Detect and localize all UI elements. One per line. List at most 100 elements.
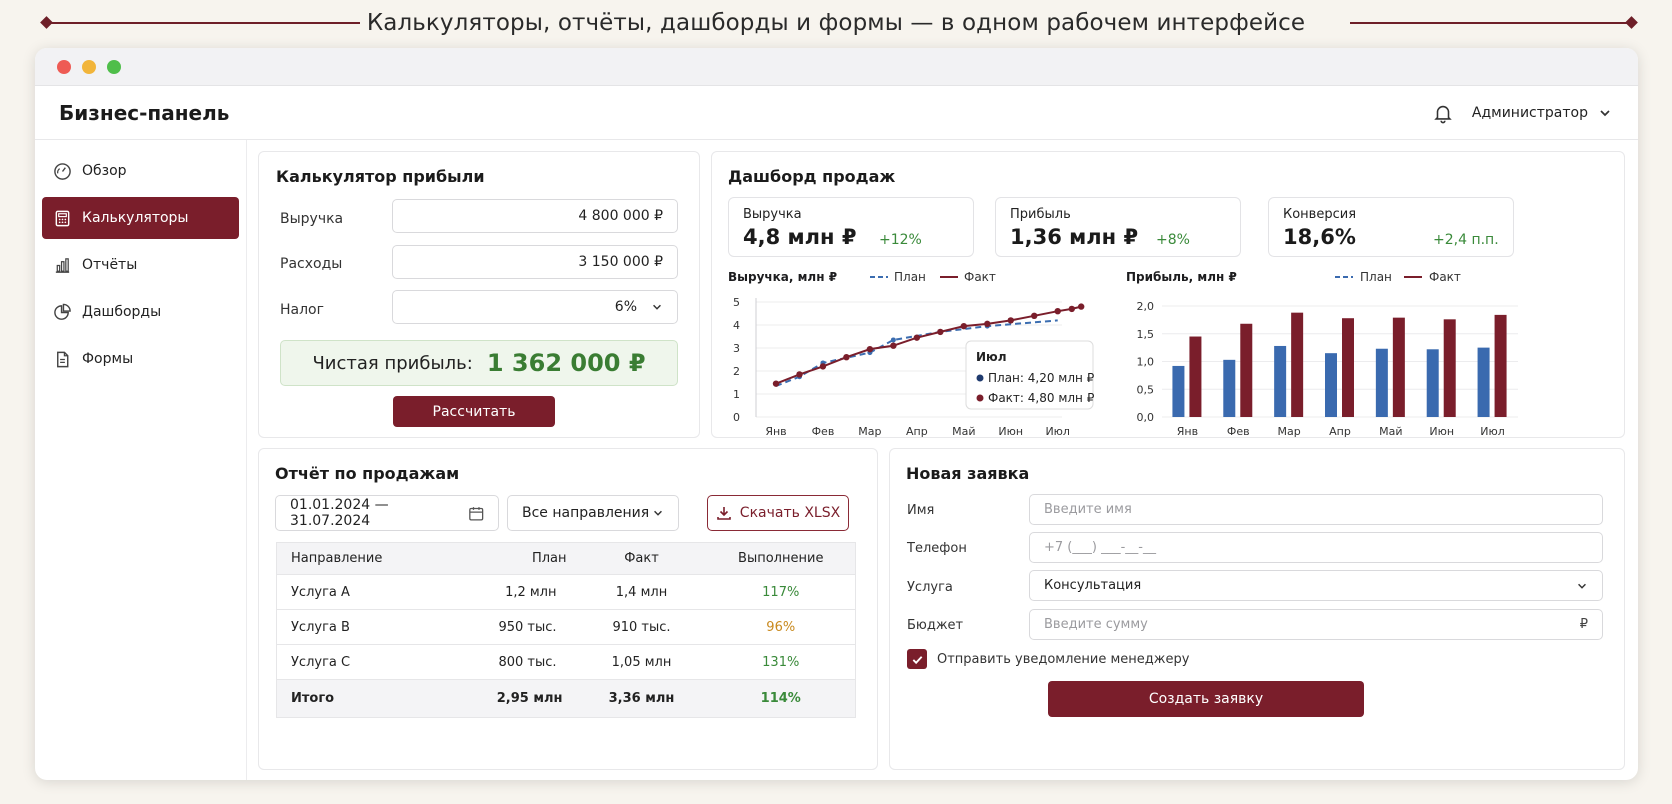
x-tick-label: Июн [998,425,1023,438]
plan-bar [1325,353,1337,417]
kpi-value: 18,6% [1283,225,1356,249]
y-tick-label: 5 [733,296,740,309]
cell-direction: Итого [276,679,447,718]
kpi-profit: Прибыль 1,36 млн ₽ +8% [995,197,1241,257]
sidebar: Обзор Калькуляторы Отчёты Дашборды Формы [35,140,247,780]
cell-completion: 96% [706,609,856,645]
headline-divider [1350,22,1630,24]
tooltip-title: Июл [976,350,1007,364]
notify-manager-checkbox[interactable] [907,649,927,669]
x-tick-label: Май [952,425,975,438]
name-label: Имя [907,503,935,518]
calculate-button[interactable]: Рассчитать [393,396,555,427]
column-header: Факт [576,542,707,575]
maximize-window-button[interactable] [107,59,121,74]
cell-completion: 117% [706,574,856,610]
budget-input[interactable]: Введите сумму ₽ [1029,609,1603,640]
create-request-button[interactable]: Создать заявку [1048,681,1364,717]
cell-plan: 1,2 млн [446,574,577,610]
fact-point [937,328,944,336]
fact-point [843,354,850,361]
app-title: Бизнес-панель [59,100,230,125]
x-tick-label: Фев [1227,425,1250,438]
checkmark-icon [912,655,922,664]
user-name[interactable]: Администратор [1471,104,1588,121]
fact-point [866,345,874,353]
sales-dashboard-card: Дашборд продаж Выручка 4,8 млн ₽ +12% Пр… [711,151,1625,438]
close-window-button[interactable] [57,59,71,74]
revenue-label: Выручка [280,211,344,227]
fact-point [913,334,921,341]
chevron-down-icon [1578,583,1586,589]
sales-report-table: Направление План Факт Выполнение Услуга … [276,542,856,718]
table-header-row: Направление План Факт Выполнение [276,542,856,575]
currency-sign: ₽ [1579,617,1588,632]
sidebar-item-forms[interactable]: Формы [42,338,239,380]
chart-title: Выручка, млн ₽ [728,270,837,284]
fact-point [819,363,827,370]
cell-direction: Услуга A [276,574,447,610]
cell-completion: 114% [706,679,856,718]
sales-report-card: Отчёт по продажам 01.01.2024 — 31.07.202… [258,448,878,770]
calendar-icon[interactable] [468,505,484,522]
cell-plan: 2,95 млн [446,679,577,718]
fact-point [772,380,780,387]
x-tick-label: Апр [1329,425,1351,438]
profit-bar-chart: Прибыль, млн ₽ План Факт 0,0 0,5 1,0 1,5 2,0… [1126,270,1518,438]
fact-bar [1494,314,1507,417]
cell-fact: 1,05 млн [576,644,707,680]
download-xlsx-button[interactable]: Скачать XLSX [707,495,849,531]
name-input[interactable]: Введите имя [1029,494,1603,525]
legend-label-fact: Факт [964,270,996,284]
date-range-picker[interactable]: 01.01.2024 — 31.07.2024 [275,495,499,531]
fact-bar [1443,319,1456,417]
download-icon [716,507,731,520]
bell-icon[interactable] [1432,102,1454,124]
sidebar-item-calculators[interactable]: Калькуляторы [42,197,239,239]
expenses-input[interactable]: 3 150 000 ₽ [392,245,678,279]
y-tick-label: 4 [733,319,740,332]
sidebar-item-overview[interactable]: Обзор [42,150,239,192]
y-tick-label: 1,5 [1137,328,1155,341]
sidebar-item-dashboards[interactable]: Дашборды [42,291,239,333]
service-select[interactable]: Консультация [1029,570,1603,601]
x-tick-label: Июл [1480,425,1505,438]
chevron-down-icon [654,510,662,516]
column-header: Выполнение [706,542,856,575]
direction-filter-select[interactable]: Все направления [507,495,679,531]
phone-label: Телефон [907,541,967,556]
chevron-down-icon[interactable] [1598,106,1612,120]
fact-point [960,322,968,330]
cell-completion: 131% [706,644,856,680]
service-label: Услуга [907,580,953,595]
pie-chart-icon [54,303,71,320]
sidebar-item-reports[interactable]: Отчёты [42,244,239,286]
column-header: План [446,542,577,575]
kpi-label: Выручка [743,207,802,222]
date-range-value: 01.01.2024 — 31.07.2024 [290,497,389,529]
x-tick-label: Янв [765,425,786,438]
y-tick-label: 2 [733,365,740,378]
phone-input[interactable]: +7 (___) ___-__-__ [1029,532,1603,563]
revenue-input[interactable]: 4 800 000 ₽ [392,199,678,233]
notify-manager-label[interactable]: Отправить уведомление менеджеру [937,652,1190,667]
bar-chart-icon [55,257,70,273]
y-tick-label: 2,0 [1137,300,1155,313]
expenses-label: Расходы [280,256,343,272]
user-menu[interactable]: Администратор [1432,102,1612,124]
legend-label-fact: Факт [1429,270,1461,284]
sidebar-item-label: Дашборды [82,304,162,320]
y-tick-label: 0 [733,411,740,424]
fact-point [1007,317,1014,324]
cell-fact: 1,4 млн [576,574,707,610]
sidebar-item-label: Формы [82,351,134,367]
tax-value: 6% [614,299,637,315]
tax-select[interactable]: 6% [392,290,678,324]
direction-filter-value: Все направления [522,505,650,521]
card-title: Новая заявка [906,464,1030,483]
chart-tooltip: Июл План: 4,20 млн ₽ Факт: 4,80 млн ₽ [965,340,1095,410]
minimize-window-button[interactable] [82,59,96,74]
tooltip-fact: Факт: 4,80 млн ₽ [988,391,1095,405]
tooltip-plan: План: 4,20 млн ₽ [988,371,1095,385]
fact-point [1054,308,1061,315]
